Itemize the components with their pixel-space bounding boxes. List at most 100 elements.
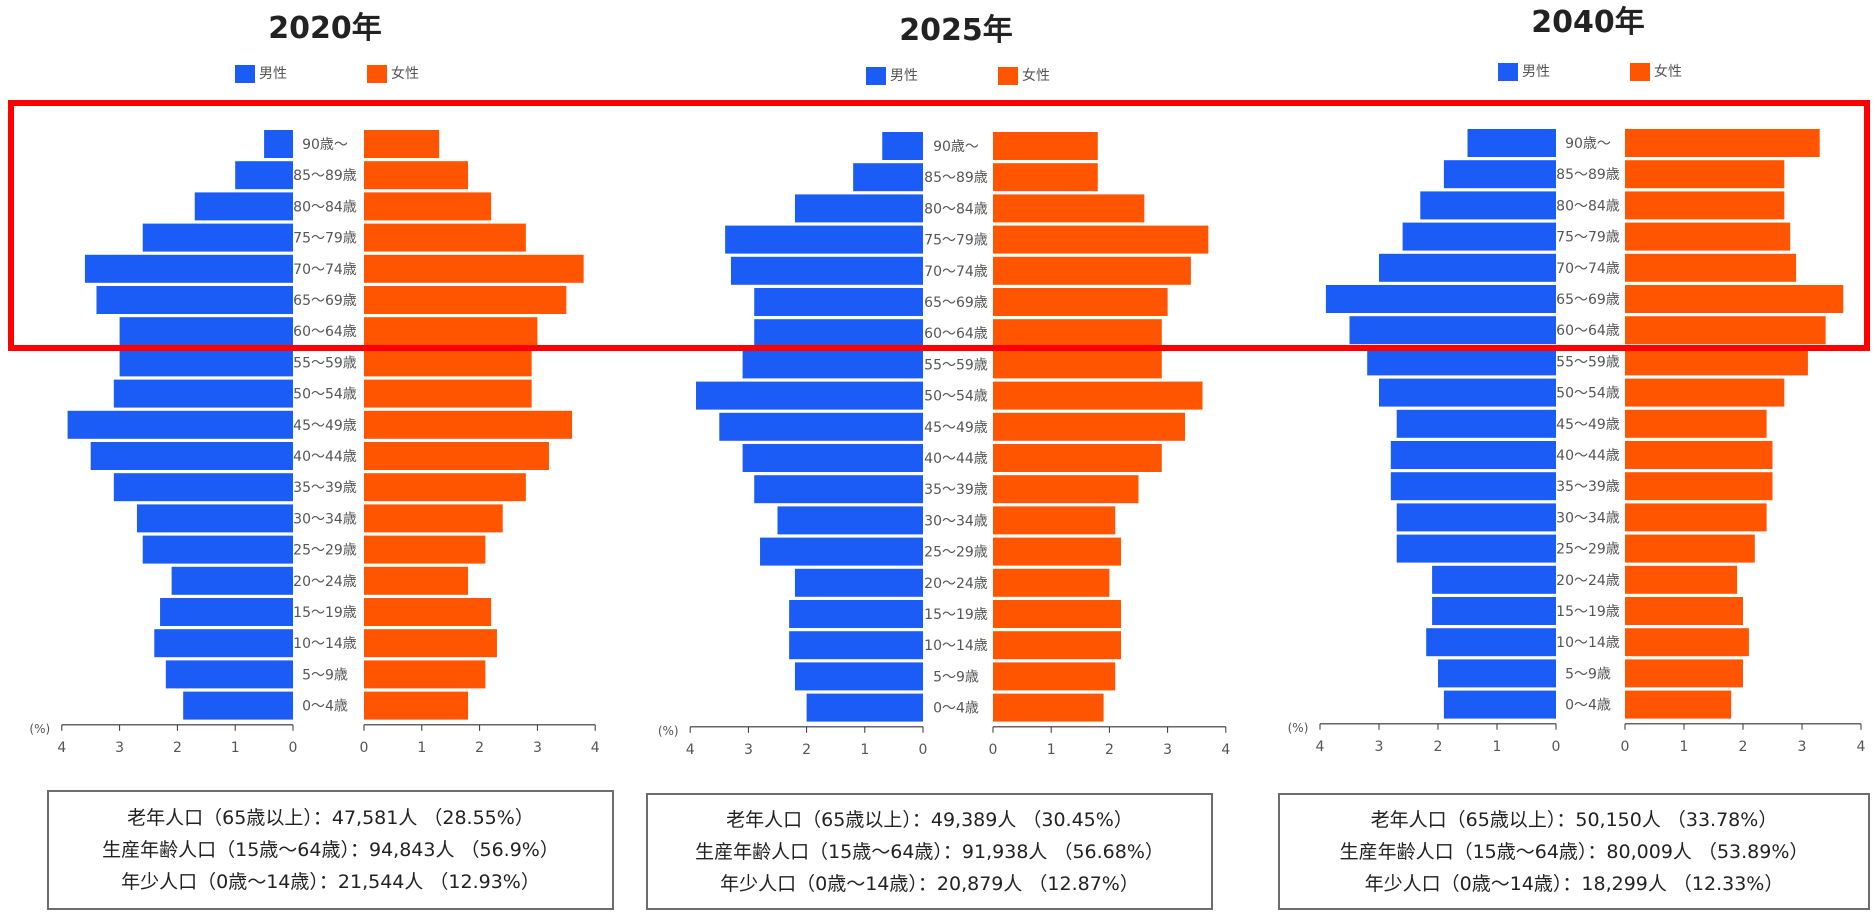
bar-male-2040-16 [1426,628,1556,657]
bar-male-2025-10 [742,444,923,472]
bar-female-2040-1 [1625,160,1785,189]
age-label-2020-2: 80～84歳 [293,199,357,215]
tick-label-left-2025-4: 0 [919,742,928,758]
legend-swatch-male [235,65,255,83]
summary-box-2025: 老年人口（65歳以上）：49,389人 （30.45%） 生産年齢人口（15歳～… [646,793,1213,910]
tick-label-right-2020-2: 2 [475,740,484,756]
age-label-2040-11: 35～39歳 [1556,479,1620,495]
bar-female-2040-5 [1625,285,1844,313]
bar-female-2025-11 [993,475,1139,504]
tick-label-left-2020-0: 4 [57,740,66,756]
age-label-2040-4: 70～74歳 [1556,261,1620,277]
bar-male-2025-17 [794,662,923,691]
age-label-2025-4: 70～74歳 [924,264,988,280]
bar-male-2040-6 [1349,316,1556,345]
bar-male-2020-7 [119,348,293,377]
chart-title-2020: 2020年 [268,11,382,46]
bar-male-2040-15 [1432,597,1556,625]
age-label-2040-6: 60～64歳 [1556,323,1620,339]
age-label-2020-3: 75～79歳 [293,231,357,247]
summary-working-2020: 生産年齢人口（15歳～64歳）：94,843人 （56.9%） [102,839,559,861]
age-label-2020-14: 20～24歳 [293,574,357,590]
bar-female-2020-0 [364,130,440,158]
bar-female-2020-7 [364,348,532,377]
age-label-2020-9: 45～49歳 [293,418,357,434]
bar-female-2025-16 [993,631,1122,660]
age-label-2025-9: 45～49歳 [924,420,988,436]
bar-male-2040-2 [1420,191,1556,220]
bar-male-2025-14 [794,568,923,597]
tick-label-right-2020-1: 1 [417,740,426,756]
bar-female-2025-7 [993,350,1162,379]
age-label-2025-18: 0～4歳 [933,701,979,717]
age-label-2025-17: 5～9歳 [933,669,979,685]
bar-female-2025-2 [993,194,1145,223]
bar-female-2020-15 [364,598,492,626]
tick-label-left-2020-2: 2 [173,740,182,756]
bar-male-2040-12 [1396,503,1556,532]
age-label-2025-13: 25～29歳 [924,545,988,561]
age-label-2020-12: 30～34歳 [293,511,357,527]
summary-working-2040: 生産年齢人口（15歳～64歳）：80,009人 （53.89%） [1339,840,1809,863]
bar-male-2040-14 [1432,565,1556,594]
tick-label-right-2025-1: 1 [1047,742,1056,758]
bar-female-2020-13 [364,535,486,564]
bar-female-2025-0 [993,132,1098,160]
bar-female-2020-4 [364,254,584,283]
bar-female-2020-10 [364,442,549,470]
age-label-2020-1: 85～89歳 [293,168,357,184]
legend-label-male: 男性 [259,66,287,82]
bar-male-2040-10 [1390,441,1556,469]
bar-female-2040-6 [1625,316,1826,345]
bar-male-2025-11 [754,475,923,504]
bar-female-2020-12 [364,504,503,533]
summary-box-2040: 老年人口（65歳以上）：50,150人 （33.78%） 生産年齢人口（15歳～… [1278,793,1870,910]
summary-young-2040: 年少人口（0歳～14歳）：18,299人 （12.33%） [1364,872,1784,895]
bar-female-2025-17 [993,662,1116,691]
bar-female-2025-9 [993,412,1186,441]
age-label-2025-1: 85～89歳 [924,170,988,186]
bar-female-2020-11 [364,473,526,502]
bar-male-2040-13 [1396,534,1556,563]
tick-label-left-2025-0: 4 [686,742,695,758]
bar-male-2040-4 [1379,253,1556,282]
legend-label-female: 女性 [391,65,419,82]
bar-male-2025-3 [725,225,923,254]
bar-male-2020-14 [171,566,293,595]
bar-male-2025-4 [730,256,923,285]
tick-label-right-2040-3: 3 [1798,739,1807,755]
age-label-2020-6: 60～64歳 [293,324,357,340]
legend-label-female: 女性 [1022,67,1050,84]
bar-male-2020-10 [90,442,293,470]
age-label-2040-15: 15～19歳 [1556,604,1620,620]
bar-female-2040-3 [1625,222,1791,251]
tick-label-right-2040-2: 2 [1739,739,1748,755]
tick-label-right-2025-4: 4 [1221,742,1230,758]
bar-male-2025-9 [719,412,923,441]
age-label-2025-7: 55～59歳 [924,357,988,373]
bar-male-2025-15 [789,600,923,628]
bar-female-2020-18 [364,691,469,720]
bar-female-2040-14 [1625,565,1738,594]
bar-male-2025-6 [754,319,923,348]
bar-male-2025-1 [853,163,923,192]
bar-male-2025-2 [794,194,923,223]
bar-male-2025-8 [696,381,923,410]
bar-male-2040-5 [1325,285,1556,313]
bar-female-2020-8 [364,379,532,408]
bar-male-2020-0 [264,130,293,158]
bar-female-2025-13 [993,537,1122,566]
bar-female-2020-6 [364,317,538,346]
bar-male-2040-3 [1402,222,1556,251]
bar-female-2040-10 [1625,441,1773,469]
bar-female-2020-3 [364,223,526,252]
tick-label-right-2020-3: 3 [533,740,542,756]
bar-male-2020-2 [194,192,293,221]
bar-male-2020-12 [136,504,293,533]
legend-label-male: 男性 [890,68,918,84]
axis-unit-2025: (%) [658,724,679,738]
bar-female-2020-17 [364,660,486,689]
age-label-2020-10: 40～44歳 [293,449,357,465]
tick-label-right-2025-2: 2 [1105,742,1114,758]
